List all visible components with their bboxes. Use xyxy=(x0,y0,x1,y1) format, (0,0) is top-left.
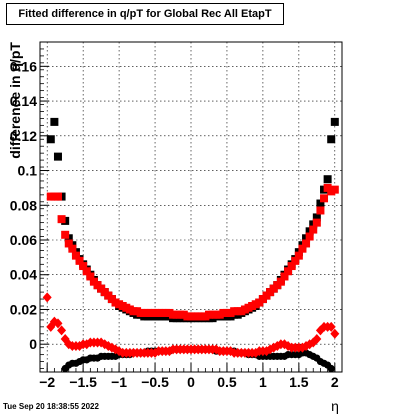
data-point-diamond xyxy=(326,321,336,332)
x-tick-label: 1.5 xyxy=(289,374,309,390)
data-point-diamond xyxy=(330,328,340,339)
timestamp: Tue Sep 20 18:38:55 2022 xyxy=(3,402,99,411)
data-point-square xyxy=(53,152,62,161)
data-point-diamond xyxy=(312,334,322,344)
y-tick-label: 0.16 xyxy=(10,58,37,74)
data-point-square xyxy=(316,199,325,208)
axis-ticks: −2 −1.5 −1 −0.5 0 0.5 1 1.5 2 0 0.02 0.04 0.06 0.08 0.… xyxy=(10,48,339,390)
data-point-square xyxy=(330,185,339,194)
data-point-square xyxy=(68,244,77,253)
y-tick-label: 0.14 xyxy=(10,93,37,109)
data-point-diamond xyxy=(251,347,261,358)
x-tick-label: 1 xyxy=(259,374,267,390)
data-point-square xyxy=(323,175,332,184)
y-tick-label: 0 xyxy=(29,336,37,352)
y-axis-label: difference in q/pT xyxy=(7,42,23,159)
data-point-square xyxy=(320,194,329,203)
x-tick-label: 2 xyxy=(331,374,339,390)
data-point-square xyxy=(291,256,300,265)
data-point-square xyxy=(46,135,55,144)
data-point-square xyxy=(284,267,293,276)
data-point-square xyxy=(61,230,70,239)
data-point-square xyxy=(276,277,285,286)
data-marks xyxy=(42,117,340,373)
data-point-diamond xyxy=(42,292,52,303)
x-tick-label: −1.5 xyxy=(69,374,97,390)
data-point-square xyxy=(309,225,318,234)
y-tick-label: 0.06 xyxy=(10,232,37,248)
y-tick-label: 0.1 xyxy=(18,163,38,179)
x-tick-label: 0 xyxy=(187,374,195,390)
data-point-circle xyxy=(327,364,335,373)
x-axis-label: η xyxy=(331,398,339,414)
data-point-square xyxy=(79,262,88,271)
data-point-square xyxy=(82,267,91,276)
data-point-square xyxy=(294,251,303,260)
chart-title: Fitted difference in q/pT for Global Rec… xyxy=(6,3,284,25)
data-point-square xyxy=(312,213,321,222)
data-point-square xyxy=(53,192,62,201)
data-point-square xyxy=(75,256,84,265)
data-point-square xyxy=(64,239,73,248)
x-tick-label: −2 xyxy=(39,374,55,390)
data-point-diamond xyxy=(57,325,67,336)
data-point-square xyxy=(298,244,307,253)
data-point-square xyxy=(316,206,325,215)
x-tick-label: 0.5 xyxy=(217,374,237,390)
data-point-square xyxy=(312,218,321,227)
data-point-square xyxy=(50,117,59,126)
data-point-square xyxy=(327,135,336,144)
data-point-square xyxy=(287,262,296,271)
data-point-square xyxy=(71,251,80,260)
series-3 xyxy=(42,292,340,358)
y-tick-label: 0.04 xyxy=(10,267,37,283)
grid-lines xyxy=(40,42,342,372)
data-point-square xyxy=(57,215,66,224)
data-point-square xyxy=(302,239,311,248)
data-point-square xyxy=(86,272,95,281)
y-tick-label: 0.12 xyxy=(10,128,37,144)
data-point-square xyxy=(280,272,289,281)
data-point-diamond xyxy=(53,318,63,329)
x-tick-label: −0.5 xyxy=(141,374,169,390)
y-tick-label: 0.02 xyxy=(10,301,37,317)
data-point-square xyxy=(305,232,314,241)
x-tick-label: −1 xyxy=(111,374,127,390)
series-0 xyxy=(46,117,339,323)
y-tick-label: 0.08 xyxy=(10,197,37,213)
series-1 xyxy=(46,183,339,321)
data-point-square xyxy=(330,117,339,126)
